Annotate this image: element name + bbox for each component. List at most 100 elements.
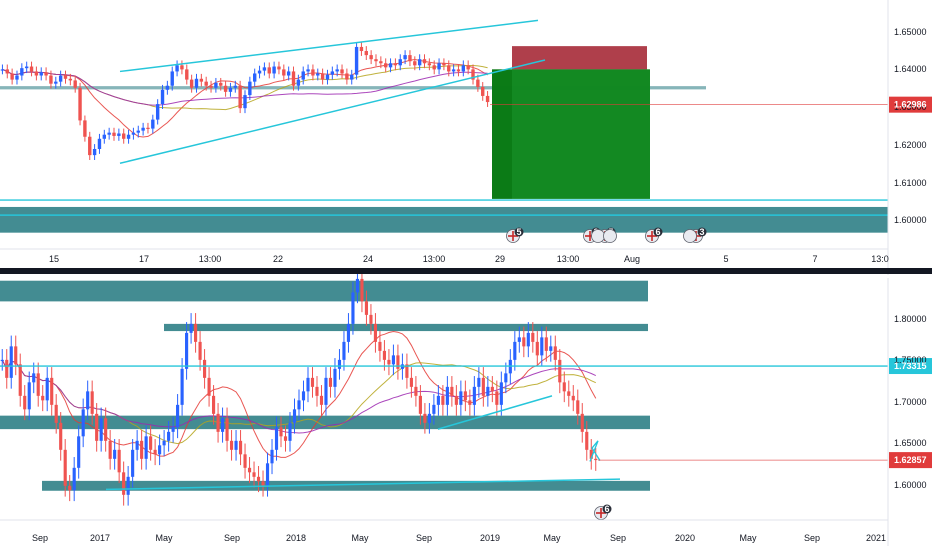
candle-body: [288, 422, 292, 441]
candle-body: [315, 386, 319, 396]
candle-body: [594, 458, 598, 461]
candle-body: [216, 413, 220, 432]
candle-body: [14, 346, 18, 365]
candle-body: [54, 404, 58, 423]
candle-body: [104, 418, 108, 441]
candle-body: [18, 364, 22, 396]
x-tick-label: 5: [723, 254, 728, 264]
candle-body: [490, 386, 494, 392]
x-tick-label: Sep: [416, 533, 432, 543]
zone-resistance: [0, 86, 706, 90]
lower-trendline[interactable]: [105, 478, 621, 491]
candle-body: [24, 66, 29, 69]
ma-red-line: [2, 58, 488, 138]
candle-body: [23, 395, 27, 410]
candle-body: [369, 55, 373, 60]
candle-body: [253, 73, 257, 82]
x-tick-label: 2018: [286, 533, 306, 543]
event-count-label: 3: [699, 227, 704, 237]
mid-trendline[interactable]: [437, 395, 553, 430]
candle-body: [126, 134, 131, 139]
candle-body: [140, 440, 144, 459]
candle-body: [180, 65, 184, 70]
candle-body: [432, 65, 436, 70]
wedge-drawing[interactable]: [589, 440, 601, 462]
candle-body: [176, 404, 180, 428]
y-tick-label: 1.70000: [894, 397, 927, 407]
y-tick-label: 1.65000: [894, 438, 927, 448]
candle-body: [291, 71, 296, 86]
candle-body: [49, 75, 53, 84]
candle-body: [383, 63, 388, 68]
candle-body: [310, 377, 315, 387]
candle-body: [78, 87, 82, 121]
candle-body: [220, 418, 225, 432]
last-price-badge: [889, 96, 932, 113]
y-tick-label: 1.61000: [894, 178, 927, 188]
candle-body: [432, 404, 436, 414]
candle-body: [549, 346, 553, 351]
price-axis[interactable]: [889, 278, 932, 546]
candle-body: [279, 427, 283, 437]
candle-body: [0, 359, 4, 362]
x-tick-label: May: [543, 533, 561, 543]
candle-body: [155, 104, 160, 120]
candle-body: [117, 449, 121, 473]
uk-flag-icon[interactable]: [591, 229, 605, 243]
candle-body: [351, 292, 355, 324]
panel-divider[interactable]: [0, 268, 932, 274]
candle-body: [95, 413, 99, 441]
candle-body: [472, 386, 476, 405]
candle-body: [337, 359, 342, 369]
x-tick-label: 15: [49, 254, 59, 264]
candle-body: [585, 431, 589, 450]
price-axis[interactable]: [889, 0, 932, 275]
candle-body: [265, 463, 270, 486]
channel-upper-line[interactable]: [119, 19, 539, 73]
candle-body: [211, 395, 216, 414]
candle-body: [471, 69, 475, 80]
uk-flag-icon[interactable]: [603, 229, 617, 243]
candle-body: [274, 427, 279, 450]
x-tick-label: Sep: [224, 533, 240, 543]
candle-body: [403, 55, 407, 60]
x-tick-label: 13:00: [199, 254, 222, 264]
candle-body: [102, 134, 107, 139]
event-count-label: 6: [604, 504, 609, 514]
candle-body: [495, 391, 499, 405]
y-tick-label: 1.65000: [894, 27, 927, 37]
channel-lower-line[interactable]: [119, 59, 546, 165]
candle-body: [422, 59, 427, 64]
candle-body: [151, 119, 155, 129]
x-tick-label: 17: [139, 254, 149, 264]
candle-body: [92, 148, 97, 156]
candle-body: [345, 73, 349, 80]
candle-body: [476, 79, 480, 87]
candle-body: [41, 395, 45, 401]
zone-support: [42, 480, 650, 491]
candle-body: [571, 395, 575, 401]
candle-body: [277, 66, 281, 70]
candle-body: [29, 66, 34, 72]
candle-body: [382, 350, 387, 360]
y-tick-label: 1.60000: [894, 215, 927, 225]
candle-body: [445, 386, 449, 405]
event-count-bubble: [514, 227, 524, 237]
candle-body: [485, 95, 490, 103]
candle-body: [398, 59, 402, 66]
candle-body: [73, 80, 77, 88]
x-tick-label: 13:00: [423, 254, 446, 264]
candle-body: [149, 436, 153, 450]
x-tick-label: Sep: [610, 533, 626, 543]
candle-body: [301, 71, 305, 80]
uk-flag-icon[interactable]: [683, 229, 697, 243]
y-tick-label: 1.62000: [894, 140, 927, 150]
candle-body: [297, 400, 301, 410]
event-count-bubble: [602, 504, 612, 514]
candle-body: [374, 59, 378, 62]
zone-support: [0, 206, 888, 233]
candle-body: [234, 440, 238, 450]
candle-body: [427, 413, 431, 423]
candle-body: [261, 481, 265, 486]
